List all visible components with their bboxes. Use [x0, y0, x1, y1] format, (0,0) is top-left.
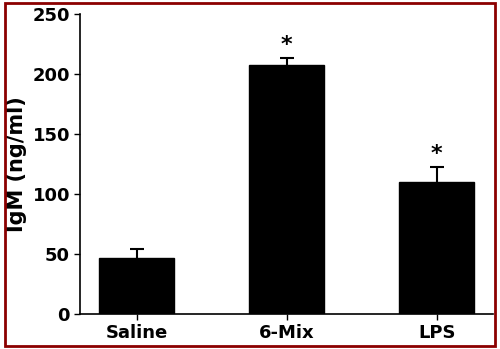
- Bar: [400, 182, 474, 314]
- Text: *: *: [281, 35, 292, 55]
- Text: *: *: [431, 144, 442, 164]
- Bar: [249, 66, 324, 314]
- Bar: [99, 259, 174, 314]
- Y-axis label: IgM (ng/ml): IgM (ng/ml): [7, 96, 27, 232]
